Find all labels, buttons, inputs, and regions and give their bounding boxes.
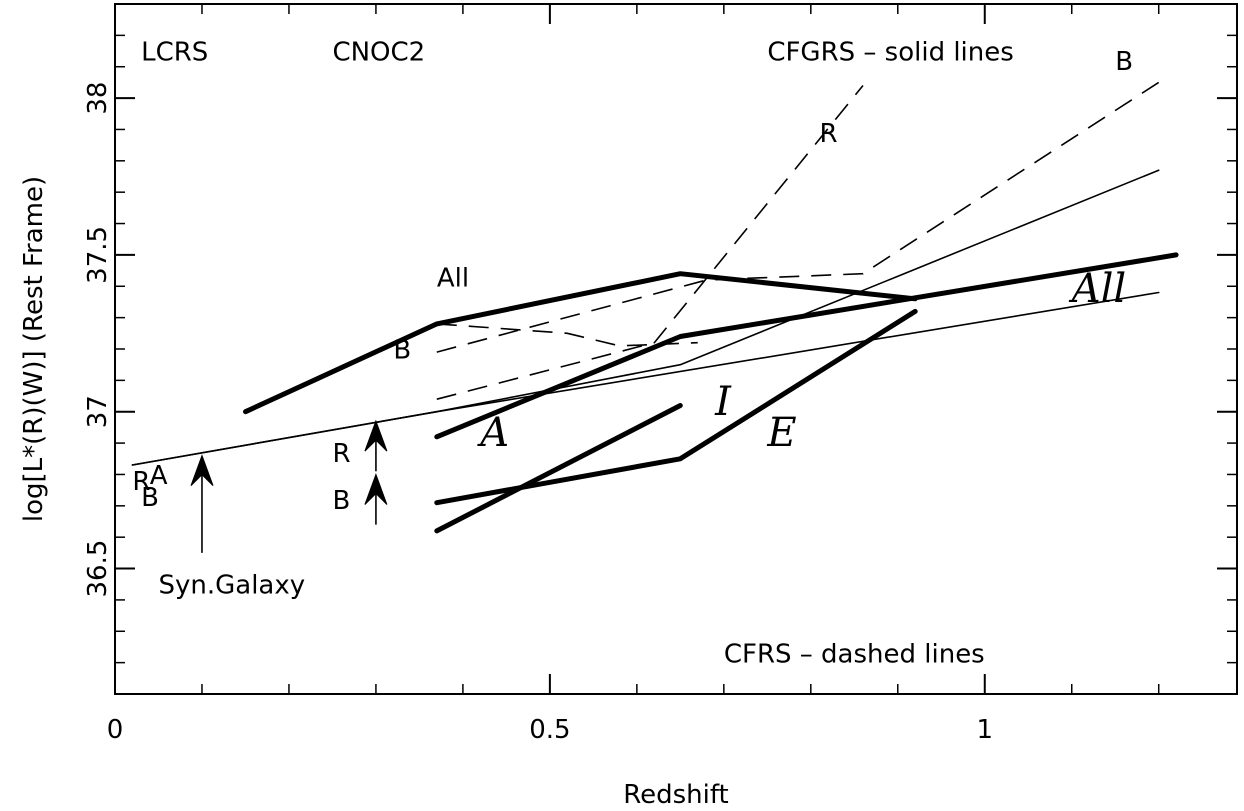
- series-line-cfgrs-all: [243, 271, 918, 415]
- series-line-cfgrs-a: [434, 252, 1179, 440]
- annotation-label-cfgrs-solid: CFGRS – solid lines: [767, 37, 1014, 67]
- axis-tick-labels: 0 0.5 1 36.5 37 37.5 38: [83, 82, 993, 745]
- x-axis-label: Redshift: [623, 780, 729, 810]
- series-line-cfgrs-e: [434, 308, 918, 506]
- annotation-label-i-italic: I: [714, 379, 732, 425]
- annotation-label-r-cnoc2: R: [332, 439, 350, 469]
- arrows: [190, 419, 388, 553]
- series-line-cfrs-all: [436, 323, 698, 347]
- x-tick-label: 1: [976, 715, 993, 745]
- cnoc2-r-arrow-head: [364, 419, 388, 452]
- x-tick-label: 0: [107, 715, 124, 745]
- syn-galaxy-arrow-head: [190, 454, 214, 486]
- annotation-label-all-upper: All: [437, 263, 469, 293]
- annotation-label-all-italic: All: [1068, 266, 1126, 312]
- annotation-label-a-italic: A: [476, 410, 509, 456]
- x-tick-label: 0.5: [529, 715, 570, 745]
- series-line-cfgrs-i: [434, 403, 683, 534]
- annotation-label-lcrs: LCRS: [141, 37, 208, 67]
- series-line-cfrs-r: [436, 84, 864, 400]
- annotation-label-lcrs-b: B: [141, 483, 159, 513]
- annotation-label-syn-galaxy: Syn.Galaxy: [158, 571, 305, 601]
- axis-ticks: [114, 4, 1237, 694]
- y-tick-label: 38: [83, 82, 113, 115]
- annotation-label-b-cnoc2: B: [332, 486, 350, 516]
- annotation-label-cfrs-b: B: [1115, 47, 1133, 77]
- annotation-label-e-italic: E: [766, 410, 796, 456]
- annotation-label-cfrs-r: R: [820, 119, 838, 149]
- annotation-label-b-mid: B: [393, 335, 411, 365]
- annotation-label-cfrs-dashed: CFRS – dashed lines: [724, 640, 985, 670]
- series-line-cfrs-b: [436, 81, 1160, 353]
- y-axis-label: log[L*(R)(W)] (Rest Frame): [19, 176, 49, 522]
- annotation-label-cnoc2: CNOC2: [332, 37, 425, 67]
- y-tick-label: 37.5: [83, 226, 113, 284]
- annotation-label-lcrs-a: A: [150, 461, 168, 491]
- annotation-label-lcrs-r: R: [132, 467, 150, 497]
- y-tick-label: 37: [83, 395, 113, 428]
- series-line-synthetic-galaxy-b: [131, 291, 1160, 466]
- cnoc2-b-arrow-head: [364, 473, 388, 505]
- series-lines: [131, 81, 1179, 534]
- y-tick-label: 36.5: [83, 540, 113, 598]
